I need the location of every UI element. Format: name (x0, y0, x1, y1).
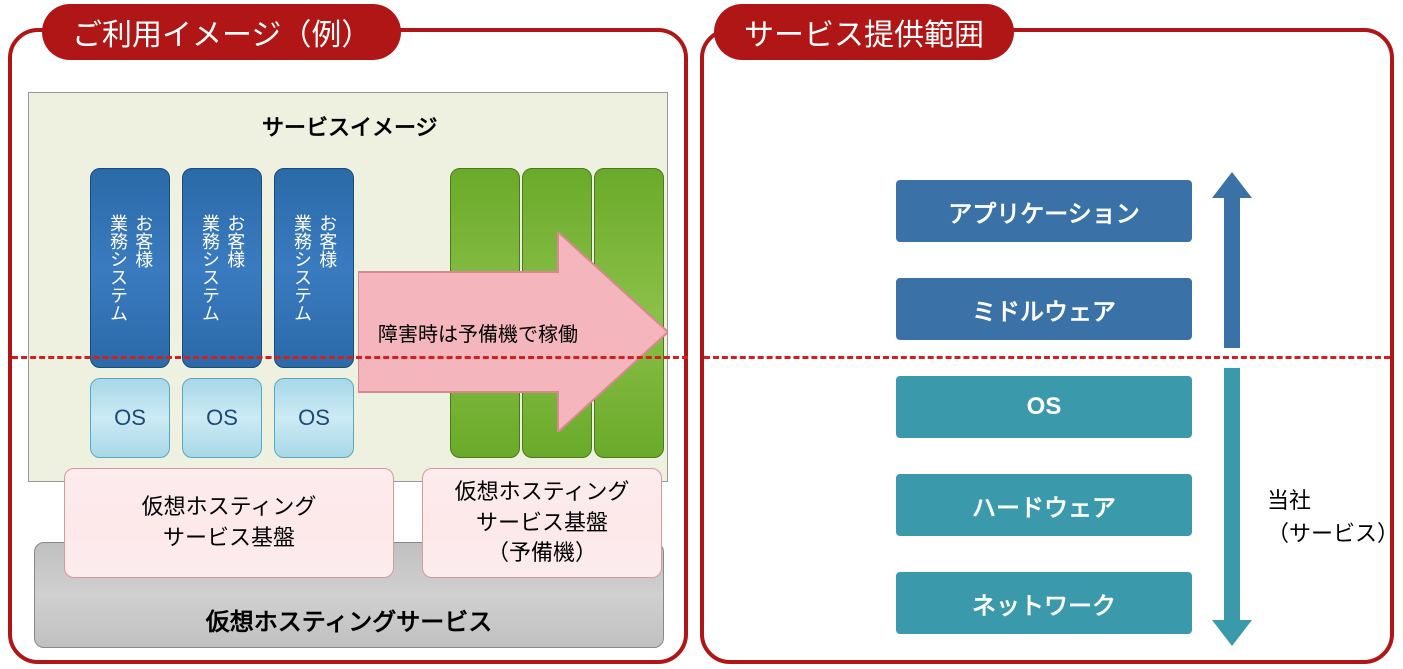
customer-system-box: お客様業務システム (90, 168, 170, 368)
usage-image-panel: ご利用イメージ（例） サービスイメージ お客様業務システム お客様業務システム … (8, 28, 688, 664)
failover-arrow-label: 障害時は予備機で稼働 (378, 318, 578, 347)
service-scope-title: サービス提供範囲 (714, 4, 1014, 60)
service-scope-panel: サービス提供範囲 アプリケーション ミドルウェア OS ハードウェア ネットワー… (700, 28, 1394, 664)
os-box: OS (182, 378, 262, 458)
stack-os: OS (894, 374, 1194, 440)
down-arrow-icon (1212, 368, 1252, 646)
boundary-dashed-line (704, 356, 1390, 359)
stack-hardware: ハードウェア (894, 472, 1194, 538)
hosting-base-primary: 仮想ホスティング サービス基盤 (64, 468, 394, 578)
stack-middleware: ミドルウェア (894, 276, 1194, 342)
usage-image-title: ご利用イメージ（例） (42, 4, 401, 60)
customer-system-box: お客様業務システム (274, 168, 354, 368)
company-label: 当社 （サービス） (1267, 484, 1390, 550)
os-box: OS (90, 378, 170, 458)
os-box: OS (274, 378, 354, 458)
boundary-dashed-line (12, 356, 688, 359)
hosting-service-label: 仮想ホスティングサービス (206, 602, 493, 637)
up-arrow-icon (1212, 172, 1252, 348)
customer-system-box: お客様業務システム (182, 168, 262, 368)
customer-label-a: お客様 (133, 214, 153, 268)
hosting-base-standby: 仮想ホスティング サービス基盤 （予備機） (422, 468, 662, 578)
stack-network: ネットワーク (894, 570, 1194, 636)
customer-label-b: 業務システム (108, 214, 128, 322)
stack-application: アプリケーション (894, 178, 1194, 244)
service-image-subtitle: サービスイメージ (262, 110, 438, 142)
